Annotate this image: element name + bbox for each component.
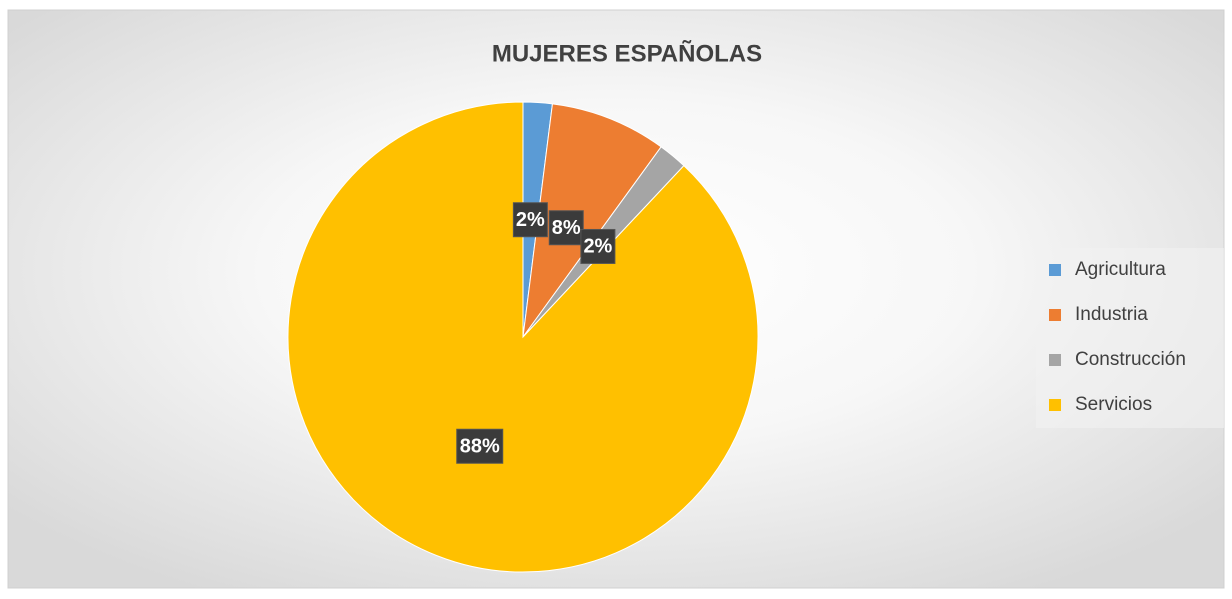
- legend-swatch: [1049, 309, 1061, 321]
- legend-label: Industria: [1075, 304, 1148, 325]
- legend-label: Agricultura: [1075, 259, 1166, 280]
- data-label-box: [456, 428, 504, 464]
- data-label: 8%: [552, 217, 581, 239]
- legend-swatch: [1049, 264, 1061, 276]
- legend-label: Construcción: [1075, 349, 1186, 370]
- chart-title: MUJERES ESPAÑOLAS: [492, 39, 762, 67]
- data-label: 88%: [460, 436, 500, 458]
- legend-box: [1036, 248, 1224, 428]
- legend-swatch: [1049, 354, 1061, 366]
- data-label: 2%: [516, 209, 545, 231]
- legend-swatch: [1049, 399, 1061, 411]
- data-label-box: [512, 202, 548, 238]
- pie-slice: [287, 101, 759, 573]
- legend-label: Servicios: [1075, 394, 1152, 415]
- data-label-box: [548, 210, 584, 246]
- pie-slice: [522, 103, 662, 338]
- data-label-box: [580, 228, 616, 264]
- data-label: 2%: [583, 236, 612, 258]
